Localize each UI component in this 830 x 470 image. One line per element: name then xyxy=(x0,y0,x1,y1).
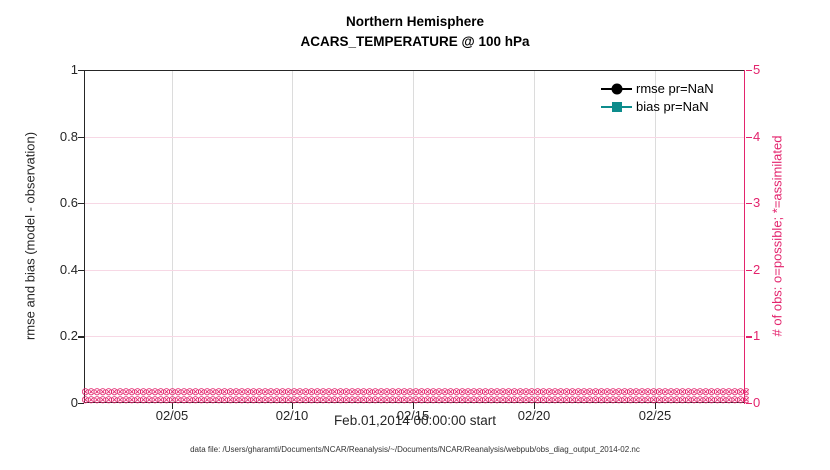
x-tick-label: 02/10 xyxy=(275,408,309,423)
right-y-tick xyxy=(746,70,752,72)
vertical-gridline xyxy=(534,70,535,403)
left-y-axis-label: rmse and bias (model - observation) xyxy=(22,131,38,341)
left-y-tick xyxy=(78,70,84,72)
axis-border-right xyxy=(744,70,746,404)
right-y-tick xyxy=(746,269,752,271)
title-line-1: Northern Hemisphere xyxy=(345,14,485,29)
left-y-tick xyxy=(78,203,84,205)
left-y-tick-label: 0.8 xyxy=(59,128,78,144)
axis-border-top xyxy=(85,70,745,72)
left-y-tick xyxy=(78,269,84,271)
legend-label-bias: bias pr=NaN xyxy=(636,99,709,114)
chart-title: Northern Hemisphere ACARS_TEMPERATURE @ … xyxy=(85,12,745,52)
right-y-tick-label: 2 xyxy=(753,261,761,277)
vertical-gridline xyxy=(413,70,414,403)
left-y-tick-label: 0 xyxy=(70,395,78,410)
left-y-tick-label: 1 xyxy=(70,62,78,77)
axis-border-bottom xyxy=(85,402,745,404)
horizontal-gridline xyxy=(85,136,745,138)
circle-marker-icon xyxy=(611,83,622,95)
horizontal-gridline xyxy=(85,269,745,271)
bias-line-sample xyxy=(601,100,632,114)
legend-entry-bias: bias pr=NaN xyxy=(601,98,714,116)
x-tick xyxy=(172,403,174,409)
obs-count-marker-band-row1: ⊗⊗⊗⊗⊗⊗⊗⊗⊗⊗⊗⊗⊗⊗⊗⊗⊗⊗⊗⊗⊗⊗⊗⊗⊗⊗⊗⊗⊗⊗⊗⊗⊗⊗⊗⊗⊗⊗⊗⊗… xyxy=(81,387,749,398)
plot-area xyxy=(84,70,746,404)
x-tick xyxy=(655,403,657,409)
vertical-gridline xyxy=(655,70,656,403)
vertical-gridline xyxy=(172,70,173,403)
legend: rmse pr=NaN bias pr=NaN xyxy=(601,80,714,116)
datafile-annotation: data file: /Users/gharamti/Documents/NCA… xyxy=(190,445,640,454)
left-y-tick-label: 0.6 xyxy=(59,195,78,211)
left-y-tick xyxy=(78,336,84,338)
right-y-tick-label: 3 xyxy=(753,195,761,211)
legend-label-rmse: rmse pr=NaN xyxy=(636,81,714,96)
title-line-2: ACARS_TEMPERATURE @ 100 hPa xyxy=(300,34,530,49)
right-y-tick xyxy=(746,136,752,138)
x-tick xyxy=(413,403,415,409)
horizontal-gridline xyxy=(85,336,745,338)
x-tick-label: 02/25 xyxy=(638,408,672,423)
x-axis-label: Feb.01,2014 00:00:00 start xyxy=(333,413,497,428)
right-y-tick-label: 4 xyxy=(753,128,761,144)
right-y-tick xyxy=(746,203,752,205)
x-tick-label: 02/20 xyxy=(517,408,551,423)
vertical-gridline xyxy=(292,70,293,403)
right-y-tick-label: 1 xyxy=(753,328,761,344)
legend-entry-rmse: rmse pr=NaN xyxy=(601,80,714,98)
right-y-tick xyxy=(746,336,752,338)
x-tick-label: 02/15 xyxy=(396,408,430,423)
obs-count-marker-band-row2: ⊗⊗⊗⊗⊗⊗⊗⊗⊗⊗⊗⊗⊗⊗⊗⊗⊗⊗⊗⊗⊗⊗⊗⊗⊗⊗⊗⊗⊗⊗⊗⊗⊗⊗⊗⊗⊗⊗⊗⊗… xyxy=(81,395,749,406)
left-y-tick-label: 0.2 xyxy=(59,328,78,344)
right-y-axis-label: # of obs: o=possible; *=assimilated xyxy=(769,135,785,337)
horizontal-gridline xyxy=(85,203,745,205)
square-marker-icon xyxy=(611,102,622,112)
x-tick xyxy=(292,403,294,409)
rmse-line-sample xyxy=(601,82,632,96)
right-y-tick-label: 5 xyxy=(753,62,761,77)
x-tick xyxy=(534,403,536,409)
left-y-tick xyxy=(78,403,84,405)
right-y-tick xyxy=(746,403,752,405)
left-y-tick xyxy=(78,136,84,138)
axis-border-left xyxy=(84,70,86,403)
x-tick-label: 02/05 xyxy=(155,408,189,423)
right-y-tick-label: 0 xyxy=(753,395,761,410)
left-y-tick-label: 0.4 xyxy=(59,261,78,277)
